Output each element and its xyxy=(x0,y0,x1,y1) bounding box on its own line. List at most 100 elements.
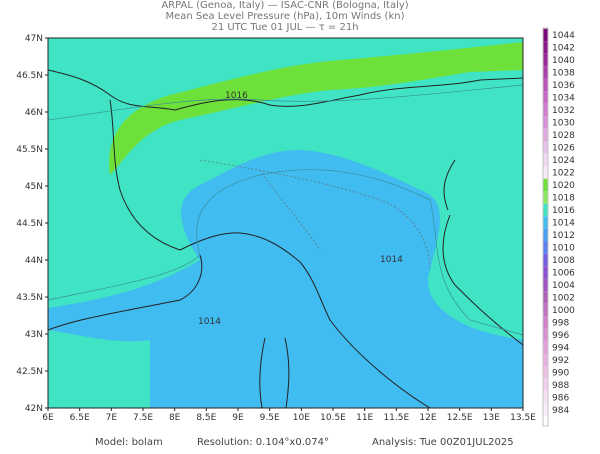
colorbar-label: 1028 xyxy=(552,131,575,141)
isobar-label: 1016 xyxy=(225,91,248,101)
colorbar-label: 1016 xyxy=(552,206,575,216)
lat-label: 44.5N xyxy=(16,219,43,229)
lat-label: 45.5N xyxy=(16,145,43,155)
colorbar-swatch xyxy=(543,66,548,79)
lon-label: 6E xyxy=(42,413,54,423)
colorbar-label: 1030 xyxy=(552,119,575,129)
colorbar-swatch xyxy=(543,153,548,167)
lon-label: 13E xyxy=(483,413,500,423)
lon-label: 8E xyxy=(169,413,181,423)
colorbar-label: 994 xyxy=(552,344,569,354)
lon-label: 7E xyxy=(106,413,118,423)
isobar-label: 1014 xyxy=(380,255,403,265)
colorbar-swatch xyxy=(543,166,548,179)
colorbar-label: 1038 xyxy=(552,69,575,79)
lat-label: 47N xyxy=(25,34,43,44)
lat-label: 46N xyxy=(25,108,43,118)
colorbar-swatch xyxy=(543,228,548,242)
colorbar-swatch xyxy=(543,216,548,229)
colorbar-label: 1004 xyxy=(552,281,575,291)
lon-label: 9.5E xyxy=(260,413,280,423)
colorbar-label: 1036 xyxy=(552,81,575,91)
high-pressure-band xyxy=(109,38,523,175)
colorbar-swatch xyxy=(543,128,548,142)
lat-label: 46.5N xyxy=(16,71,43,81)
colorbar-swatch xyxy=(543,53,548,67)
colorbar-swatch xyxy=(543,191,548,204)
colorbar-label: 1002 xyxy=(552,294,575,304)
colorbar-swatch xyxy=(543,203,548,217)
footer-resolution: Resolution: 0.104°x0.074° xyxy=(197,437,329,448)
colorbar-swatch xyxy=(543,41,548,54)
colorbar-label: 998 xyxy=(552,319,569,329)
colorbar-label: 1000 xyxy=(552,306,575,316)
lon-label: 11.5E xyxy=(383,413,409,423)
header-line: 21 UTC Tue 01 JUL — τ = 21h xyxy=(211,22,358,33)
colorbar-label: 996 xyxy=(552,331,569,341)
colorbar-swatch xyxy=(543,303,548,317)
lon-label: 12E xyxy=(419,413,436,423)
footer-model: Model: bolam xyxy=(95,437,163,448)
field-background-sw xyxy=(48,330,150,408)
colorbar-label: 984 xyxy=(552,406,569,416)
colorbar-label: 986 xyxy=(552,394,569,404)
colorbar-swatch xyxy=(543,391,548,404)
header-line: Mean Sea Level Pressure (hPa), 10m Winds… xyxy=(166,11,405,22)
lat-label: 42N xyxy=(25,404,43,414)
lon-label: 10.5E xyxy=(320,413,346,423)
colorbar-swatch xyxy=(543,278,548,292)
lon-label: 12.5E xyxy=(447,413,473,423)
isobar-label: 1014 xyxy=(198,317,221,327)
lat-label: 45N xyxy=(25,182,43,192)
colorbar-swatch xyxy=(543,266,548,279)
lat-label: 44N xyxy=(25,256,43,266)
colorbar-label: 1040 xyxy=(552,56,575,66)
lon-label: 10E xyxy=(293,413,310,423)
colorbar-swatch xyxy=(543,28,548,42)
colorbar-label: 1024 xyxy=(552,156,575,166)
colorbar-swatch xyxy=(543,341,548,354)
header-line: ARPAL (Genoa, Italy) — ISAC-CNR (Bologna… xyxy=(161,0,408,11)
colorbar-swatch xyxy=(543,78,548,92)
colorbar-label: 1026 xyxy=(552,144,575,154)
colorbar-swatch xyxy=(543,141,548,154)
lon-label: 13.5E xyxy=(510,413,536,423)
isobars xyxy=(48,84,523,336)
colorbar-label: 1008 xyxy=(552,256,575,266)
colorbar-swatch xyxy=(543,316,548,329)
colorbar-swatch xyxy=(543,366,548,379)
lon-label: 7.5E xyxy=(133,413,153,423)
lon-label: 6.5E xyxy=(70,413,90,423)
colorbar-swatch xyxy=(543,116,548,129)
lat-label: 43.5N xyxy=(16,293,43,303)
colorbar-label: 1018 xyxy=(552,194,575,204)
lon-label: 8.5E xyxy=(196,413,216,423)
colorbar-label: 1020 xyxy=(552,181,575,191)
lat-label: 43N xyxy=(25,330,43,340)
colorbar-label: 1010 xyxy=(552,244,575,254)
colorbar-swatch xyxy=(543,328,548,342)
colorbar-swatch xyxy=(543,353,548,367)
colorbar-label: 992 xyxy=(552,356,569,366)
colorbar-swatch xyxy=(543,178,548,192)
colorbar-label: 1012 xyxy=(552,231,575,241)
colorbar-label: 1044 xyxy=(552,31,575,41)
colorbar-label: 1022 xyxy=(552,169,575,179)
colorbar-swatch xyxy=(543,253,548,267)
coastlines xyxy=(48,69,523,408)
lat-label: 42.5N xyxy=(16,367,43,377)
low-pressure-region xyxy=(48,150,523,408)
borders xyxy=(199,159,431,271)
colorbar: 1044 1042 1040 1038 1036 1034 1032 1030 1028 1026… xyxy=(542,27,575,427)
colorbar-label: 1042 xyxy=(552,44,575,54)
colorbar-swatch xyxy=(543,241,548,254)
colorbar-swatch xyxy=(543,103,548,117)
colorbar-swatch xyxy=(543,378,548,392)
colorbar-label: 990 xyxy=(552,369,569,379)
colorbar-label: 1006 xyxy=(552,269,575,279)
lon-label: 9E xyxy=(232,413,244,423)
map-area: 1016 1014 1014 xyxy=(48,38,523,408)
colorbar-label: 1032 xyxy=(552,106,575,116)
colorbar-swatch xyxy=(543,291,548,304)
